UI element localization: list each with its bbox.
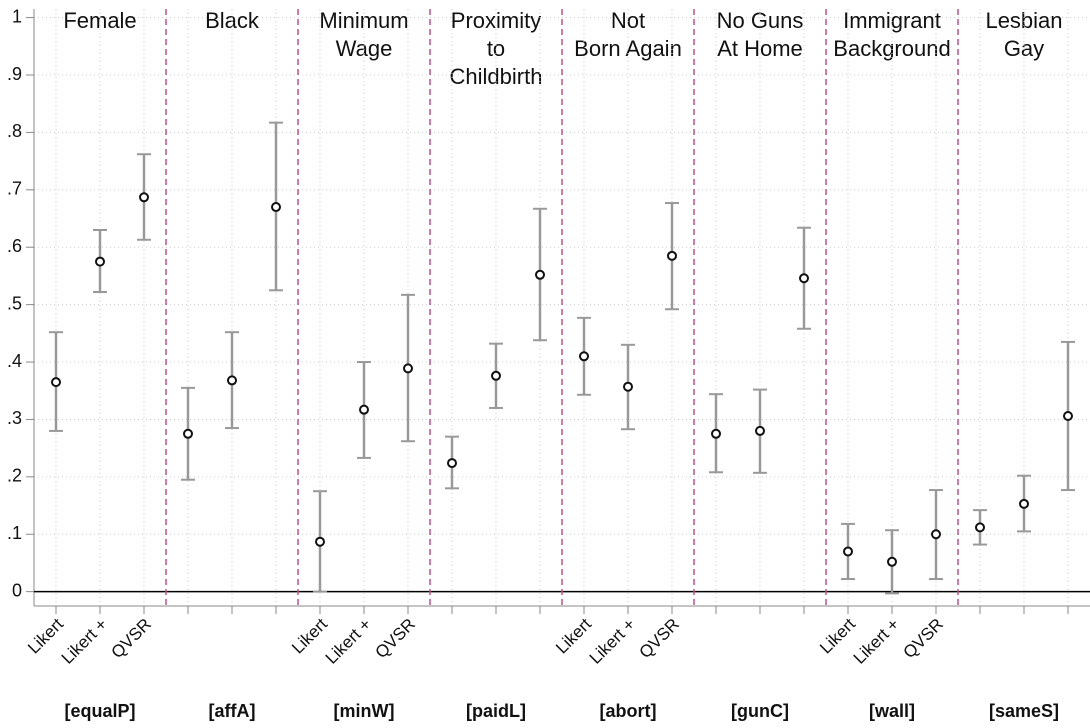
group-variable: [abort] (600, 701, 657, 721)
point (623, 381, 633, 392)
point (887, 556, 897, 567)
group-variable: [affA] (209, 701, 256, 721)
group-title: Proximity (451, 8, 541, 33)
group-title: Female (63, 8, 136, 33)
group-title: Lesbian (985, 8, 1062, 33)
group-title: Not (611, 8, 645, 33)
y-tick-label: .9 (7, 64, 22, 84)
point (579, 351, 589, 362)
method-label: QVSR (899, 615, 947, 663)
point (931, 529, 941, 540)
point (667, 250, 677, 261)
group-title: Background (833, 36, 950, 61)
group-variable: [minW] (334, 701, 395, 721)
point (535, 269, 545, 280)
method-label: Likert + (322, 615, 375, 668)
group-title: Minimum (319, 8, 408, 33)
point (315, 536, 325, 547)
point (711, 428, 721, 439)
method-label: QVSR (107, 615, 155, 663)
method-label: QVSR (371, 615, 419, 663)
point (843, 546, 853, 557)
point (51, 377, 61, 388)
point (755, 425, 765, 436)
point (271, 202, 281, 213)
group-title: At Home (717, 36, 803, 61)
y-tick-label: .6 (7, 236, 22, 256)
method-label: QVSR (635, 615, 683, 663)
group-variable: [paidL] (466, 701, 526, 721)
point (95, 256, 105, 267)
group-title: Wage (336, 36, 393, 61)
point (227, 375, 237, 386)
group-title: Gay (1004, 36, 1044, 61)
y-tick-label: .1 (7, 523, 22, 543)
group-title: Immigrant (843, 8, 941, 33)
group-variable: [equalP] (64, 701, 135, 721)
point (1019, 498, 1029, 509)
group-title: Born Again (574, 36, 682, 61)
y-tick-label: .2 (7, 466, 22, 486)
point (139, 192, 149, 203)
y-tick-label: 0 (12, 580, 22, 600)
point (1063, 410, 1073, 421)
group-title: Childbirth (450, 64, 543, 89)
group-variable: [gunC] (731, 701, 789, 721)
y-tick-label: .7 (7, 179, 22, 199)
y-tick-label: 1 (12, 6, 22, 26)
group-title: No Guns (717, 8, 804, 33)
point (403, 363, 413, 374)
point (975, 522, 985, 533)
y-tick-label: .4 (7, 351, 22, 371)
point (359, 404, 369, 415)
method-label: Likert + (850, 615, 903, 668)
group-title: Black (205, 8, 260, 33)
y-tick-label: .8 (7, 121, 22, 141)
group-title: to (487, 36, 505, 61)
group-variable: [wall] (869, 701, 915, 721)
point (799, 273, 809, 284)
method-label: Likert + (586, 615, 639, 668)
method-label: Likert + (58, 615, 111, 668)
point (491, 370, 501, 381)
y-tick-label: .3 (7, 408, 22, 428)
point (447, 458, 457, 469)
y-tick-label: .5 (7, 293, 22, 313)
point (183, 428, 193, 439)
group-variable: [sameS] (989, 701, 1059, 721)
